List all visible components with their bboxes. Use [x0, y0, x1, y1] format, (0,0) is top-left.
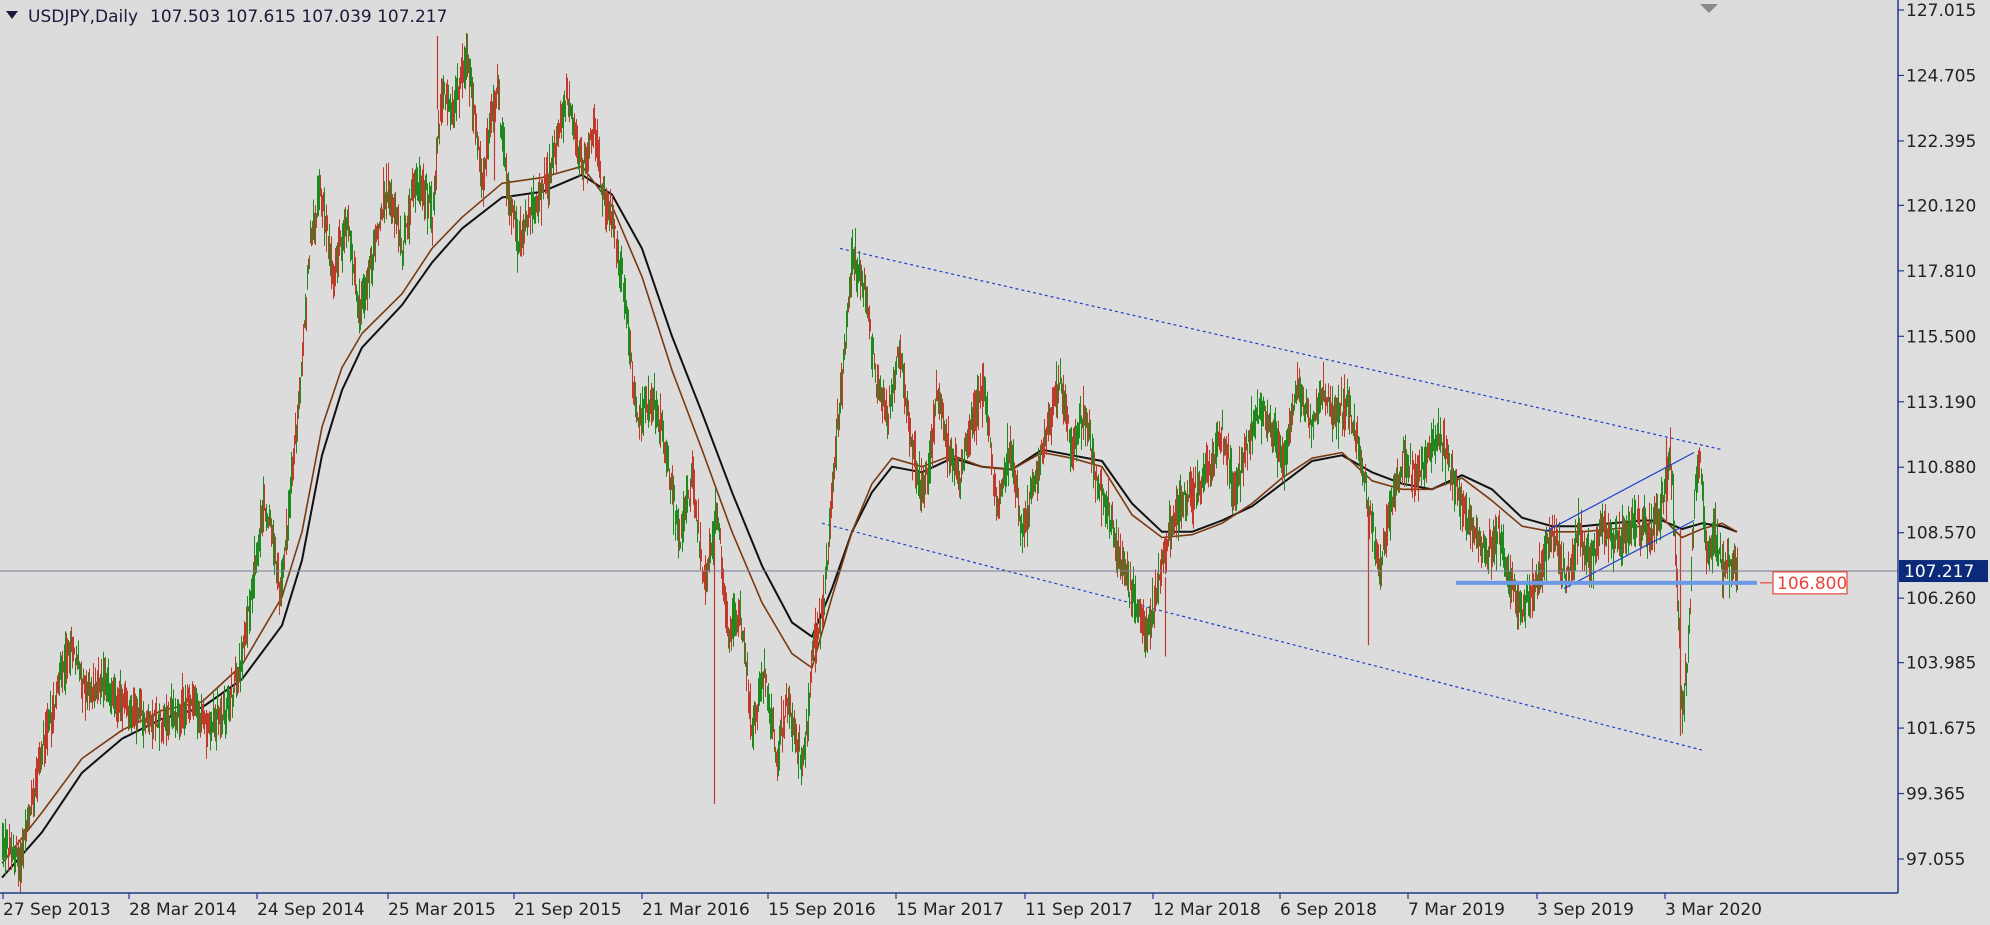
- price-tick-label: 115.500: [1906, 327, 1976, 347]
- candles-layer: [2, 32, 1738, 893]
- time-tick-label: 24 Sep 2014: [257, 900, 365, 920]
- time-tick-label: 3 Mar 2020: [1665, 900, 1762, 920]
- time-axis-area[interactable]: [0, 893, 1990, 925]
- support-label-box: [1772, 571, 1848, 595]
- rising-channel-upper-line[interactable]: [1544, 451, 1695, 533]
- time-tick-label: 15 Mar 2017: [896, 900, 1004, 920]
- chart-header: USDJPY,Daily 107.503 107.615 107.039 107…: [6, 7, 447, 27]
- moving-average-slow[interactable]: [1, 173, 1738, 879]
- price-tick-label: 101.675: [1906, 719, 1976, 739]
- price-tick-label: 122.395: [1906, 132, 1976, 152]
- rising-channel-lower-line[interactable]: [1563, 519, 1695, 590]
- price-tick-label: 124.705: [1906, 66, 1976, 86]
- time-tick-label: 21 Sep 2015: [514, 900, 622, 920]
- price-axis-area[interactable]: [1898, 0, 1990, 893]
- moving-averages: [1, 165, 1738, 879]
- overlays-layer: 107.217 106.800: [0, 451, 1988, 595]
- time-tick-label: 12 Mar 2018: [1153, 900, 1261, 920]
- symbol-label: USDJPY,Daily: [28, 7, 138, 27]
- price-tick-label: 99.365: [1906, 785, 1965, 805]
- descending-channel: [821, 247, 1723, 751]
- symbol-menu-triangle-icon[interactable]: [6, 11, 18, 19]
- time-tick-label: 6 Sep 2018: [1280, 900, 1377, 920]
- ohlc-label: 107.503 107.615 107.039 107.217: [150, 7, 447, 27]
- time-tick-label: 3 Sep 2019: [1537, 900, 1634, 920]
- price-tick-label: 117.810: [1906, 262, 1976, 282]
- time-tick-label: 28 Mar 2014: [129, 900, 237, 920]
- channel-upper-trendline[interactable]: [839, 247, 1723, 451]
- time-tick-label: 25 Mar 2015: [388, 900, 496, 920]
- price-axis: 127.015 124.705 122.395 120.120 117.810 115.5…: [1898, 1, 1976, 870]
- price-tick-label: 113.190: [1906, 393, 1976, 413]
- price-tick-label: 103.985: [1906, 654, 1976, 674]
- price-tick-label: 108.570: [1906, 524, 1976, 544]
- time-tick-label: 11 Sep 2017: [1025, 900, 1133, 920]
- chart-shift-marker-icon[interactable]: [1700, 4, 1718, 13]
- current-price-label: 107.217: [1904, 562, 1974, 582]
- price-tick-label: 127.015: [1906, 1, 1976, 21]
- price-tick-label: 97.055: [1906, 850, 1965, 870]
- price-tick-label: 110.880: [1906, 458, 1976, 478]
- time-axis: 27 Sep 2013 28 Mar 2014 24 Sep 2014 25 Mar …: [2, 893, 1762, 920]
- time-tick-label: 15 Sep 2016: [768, 900, 876, 920]
- price-tick-label: 120.120: [1906, 196, 1976, 216]
- time-tick-label: 21 Mar 2016: [642, 900, 750, 920]
- time-tick-label: 27 Sep 2013: [3, 900, 111, 920]
- time-tick-label: 7 Mar 2019: [1408, 900, 1505, 920]
- current-price-badge: [1899, 560, 1988, 583]
- channel-lower-trendline[interactable]: [821, 522, 1703, 751]
- support-label: 106.800: [1777, 574, 1847, 594]
- moving-average-fast[interactable]: [1, 165, 1738, 864]
- price-tick-label: 106.260: [1906, 589, 1976, 609]
